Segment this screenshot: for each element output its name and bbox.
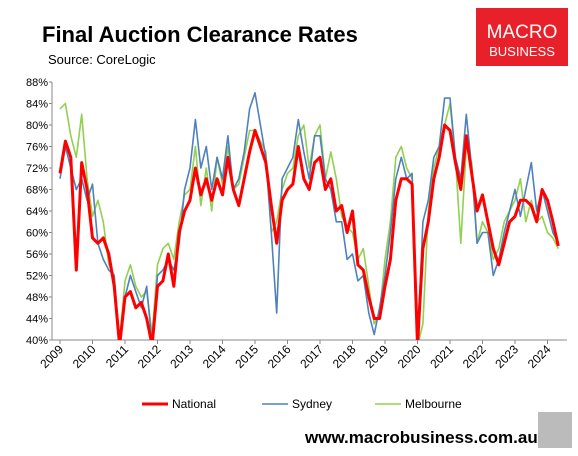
y-tick-label: 72% <box>26 163 48 175</box>
chart-subtitle: Source: CoreLogic <box>48 52 156 67</box>
series-line <box>59 92 560 340</box>
x-tick-label: 2010 <box>70 342 99 371</box>
y-tick-label: 44% <box>26 314 48 326</box>
y-tick-label: 48% <box>26 292 48 304</box>
x-tick-label: 2022 <box>460 342 489 371</box>
x-tick-label: 2018 <box>330 342 359 371</box>
logo-icon <box>538 412 572 448</box>
series-line <box>58 123 560 340</box>
footer: www.macrobusiness.com.au <box>304 428 538 447</box>
y-tick-label: 68% <box>26 185 48 197</box>
x-tick-label: 2019 <box>362 342 391 371</box>
x-tick-label: 2024 <box>525 342 554 371</box>
logo <box>476 8 568 66</box>
x-tick-label: 2012 <box>135 342 164 371</box>
x-tick-label: 2013 <box>167 342 196 371</box>
x-tick-label: 2016 <box>265 342 294 371</box>
x-tick-label: 2017 <box>297 342 326 371</box>
x-tick-label: 2014 <box>200 342 229 371</box>
legend-label: Melbourne <box>405 397 462 411</box>
y-tick-label: 88% <box>26 77 48 89</box>
logo-text: MACRO <box>487 22 558 43</box>
x-tick-label: 2023 <box>492 342 521 371</box>
legend-label: Sydney <box>292 397 332 411</box>
plot <box>58 92 560 340</box>
chart-title: Final Auction Clearance Rates <box>42 22 358 47</box>
y-tick-label: 64% <box>26 206 48 218</box>
y-tick-label: 76% <box>26 142 48 154</box>
y-tick-label: 80% <box>26 120 48 132</box>
x-tick-label: 2011 <box>103 342 131 370</box>
x-tick-label: 2015 <box>232 342 261 371</box>
logo-text: BUSINESS <box>489 44 555 59</box>
y-tick-label: 60% <box>26 228 48 240</box>
series-line <box>59 102 560 340</box>
x-tick-label: 2021 <box>427 342 456 371</box>
y-tick-label: 52% <box>26 271 48 283</box>
legend-label: National <box>172 397 216 411</box>
y-tick-label: 84% <box>26 99 48 111</box>
x-tick-label: 2020 <box>395 342 424 371</box>
y-tick-label: 40% <box>26 335 48 347</box>
y-tick-label: 56% <box>26 249 48 261</box>
